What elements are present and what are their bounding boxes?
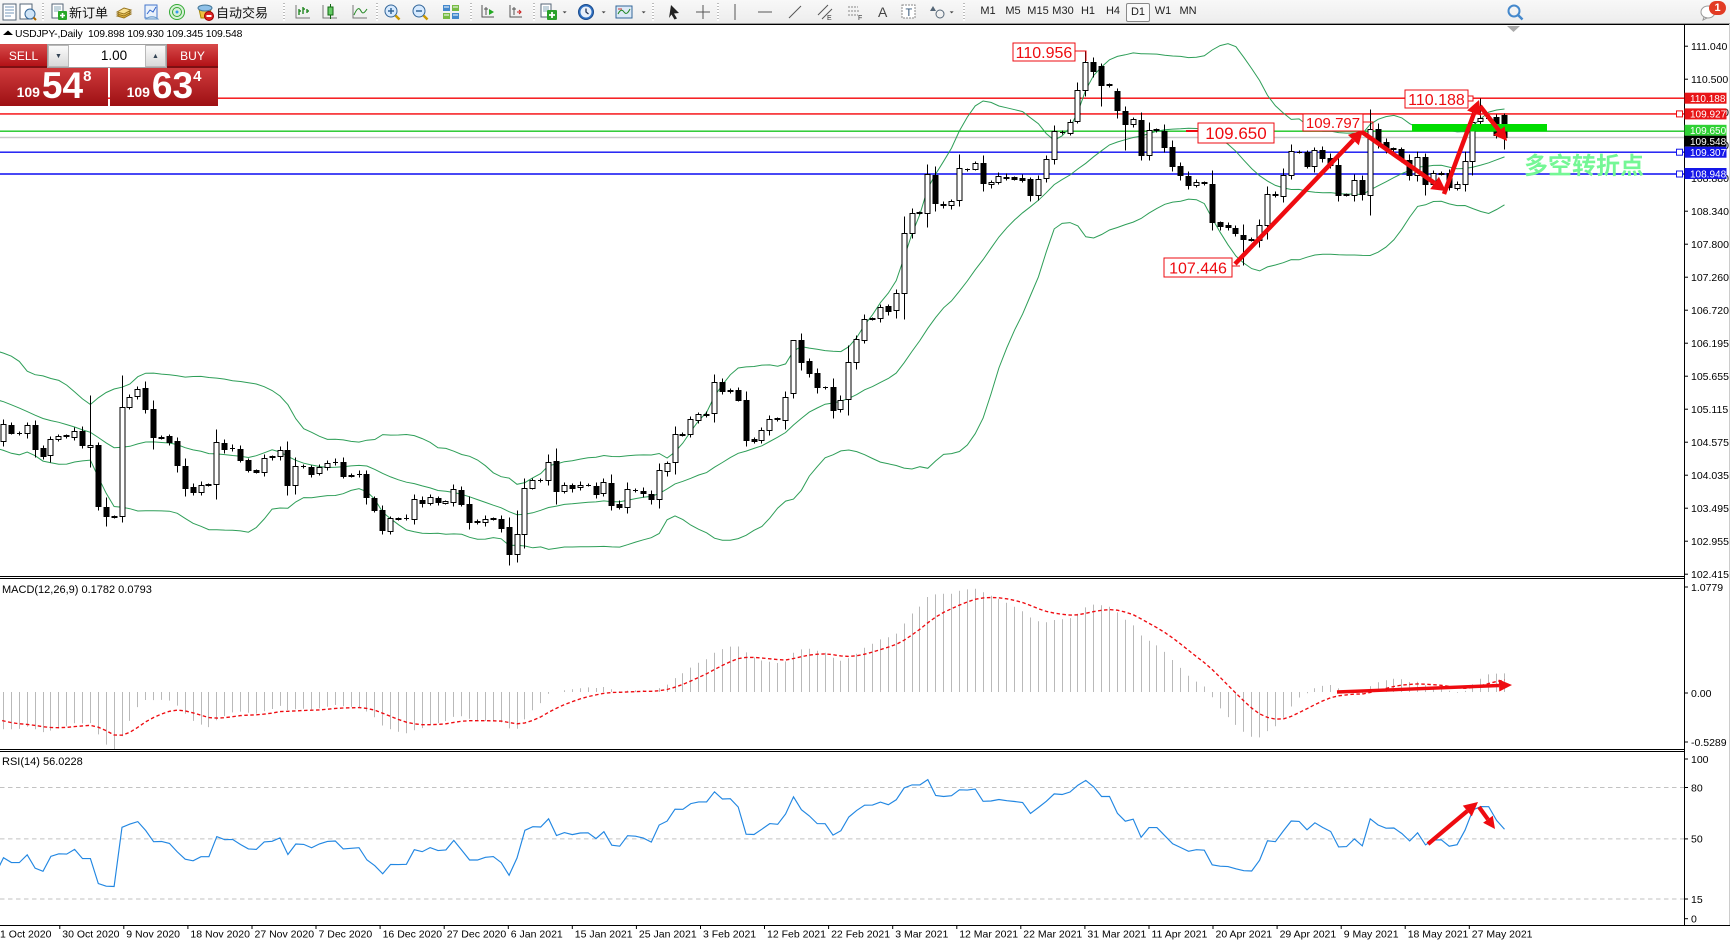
svg-text:USDJPY-,Daily 109.898 109.930: USDJPY-,Daily 109.898 109.930 109.345 10… xyxy=(15,29,243,40)
svg-text:109.927: 109.927 xyxy=(1690,110,1727,121)
svg-text:22 Feb 2021: 22 Feb 2021 xyxy=(831,929,890,941)
svg-text:F: F xyxy=(858,15,862,21)
svg-text:21 Oct 2020: 21 Oct 2020 xyxy=(0,929,52,941)
svg-text:18 May 2021: 18 May 2021 xyxy=(1408,929,1469,941)
svg-text:50: 50 xyxy=(1691,834,1703,846)
svg-text:11 Apr 2021: 11 Apr 2021 xyxy=(1152,929,1208,941)
svg-text:104.035: 104.035 xyxy=(1691,470,1729,482)
svg-text:15: 15 xyxy=(1691,894,1703,906)
svg-text:1.0779: 1.0779 xyxy=(1691,582,1723,594)
svg-text:106.720: 106.720 xyxy=(1691,305,1729,317)
svg-text:104.575: 104.575 xyxy=(1691,437,1729,449)
svg-text:0.00: 0.00 xyxy=(1691,688,1712,700)
svg-text:20 Apr 2021: 20 Apr 2021 xyxy=(1216,929,1273,941)
svg-text:80: 80 xyxy=(1691,782,1703,794)
svg-text:MACD(12,26,9) 0.1782 0.0793: MACD(12,26,9) 0.1782 0.0793 xyxy=(2,584,152,596)
svg-text:109.650: 109.650 xyxy=(1205,124,1266,143)
svg-text:15 Jan 2021: 15 Jan 2021 xyxy=(575,929,633,941)
svg-text:27 Dec 2020: 27 Dec 2020 xyxy=(447,929,507,941)
svg-text:27 May 2021: 27 May 2021 xyxy=(1472,929,1533,941)
svg-text:102.415: 102.415 xyxy=(1691,569,1729,581)
svg-text:22 Mar 2021: 22 Mar 2021 xyxy=(1023,929,1082,941)
svg-text:109.548: 109.548 xyxy=(1690,137,1727,148)
svg-text:29 Apr 2021: 29 Apr 2021 xyxy=(1280,929,1337,941)
svg-text:9 Nov 2020: 9 Nov 2020 xyxy=(126,929,180,941)
svg-text:12 Feb 2021: 12 Feb 2021 xyxy=(767,929,826,941)
svg-text:3 Feb 2021: 3 Feb 2021 xyxy=(703,929,756,941)
svg-text:107.800: 107.800 xyxy=(1691,239,1729,251)
svg-text:109.797: 109.797 xyxy=(1306,115,1360,132)
svg-text:110.188: 110.188 xyxy=(1690,94,1726,105)
svg-text:108.948: 108.948 xyxy=(1690,169,1727,180)
svg-text:18 Nov 2020: 18 Nov 2020 xyxy=(190,929,250,941)
svg-text:100: 100 xyxy=(1691,754,1709,766)
svg-text:31 Mar 2021: 31 Mar 2021 xyxy=(1087,929,1146,941)
svg-text:105.655: 105.655 xyxy=(1691,371,1729,383)
svg-text:27 Nov 2020: 27 Nov 2020 xyxy=(255,929,315,941)
svg-text:7 Dec 2020: 7 Dec 2020 xyxy=(319,929,373,941)
svg-text:106.195: 106.195 xyxy=(1691,338,1729,350)
svg-text:111.040: 111.040 xyxy=(1691,41,1728,53)
svg-text:107.446: 107.446 xyxy=(1169,260,1227,277)
svg-text:9 May 2021: 9 May 2021 xyxy=(1344,929,1399,941)
svg-text:105.115: 105.115 xyxy=(1691,404,1728,416)
svg-text:T: T xyxy=(906,7,913,19)
svg-text:103.495: 103.495 xyxy=(1691,503,1729,515)
svg-text:12 Mar 2021: 12 Mar 2021 xyxy=(959,929,1018,941)
svg-text:0: 0 xyxy=(1691,914,1697,926)
svg-text:109.307: 109.307 xyxy=(1690,148,1727,159)
svg-text:16 Dec 2020: 16 Dec 2020 xyxy=(383,929,443,941)
svg-text:30 Oct 2020: 30 Oct 2020 xyxy=(62,929,119,941)
svg-text:109.650: 109.650 xyxy=(1690,126,1727,137)
svg-text:108.340: 108.340 xyxy=(1691,206,1729,218)
svg-text:RSI(14) 56.0228: RSI(14) 56.0228 xyxy=(2,756,83,768)
svg-text:110.956: 110.956 xyxy=(1016,45,1073,62)
svg-text:A: A xyxy=(878,4,888,20)
svg-text:E: E xyxy=(827,15,832,21)
svg-text:107.260: 107.260 xyxy=(1691,272,1729,284)
svg-text:-0.5289: -0.5289 xyxy=(1691,737,1727,749)
svg-text:102.955: 102.955 xyxy=(1691,536,1729,548)
svg-text:6 Jan 2021: 6 Jan 2021 xyxy=(511,929,563,941)
svg-text:25 Jan 2021: 25 Jan 2021 xyxy=(639,929,697,941)
svg-text:3 Mar 2021: 3 Mar 2021 xyxy=(895,929,948,941)
svg-text:110.188: 110.188 xyxy=(1408,92,1465,109)
svg-text:110.500: 110.500 xyxy=(1691,74,1728,86)
